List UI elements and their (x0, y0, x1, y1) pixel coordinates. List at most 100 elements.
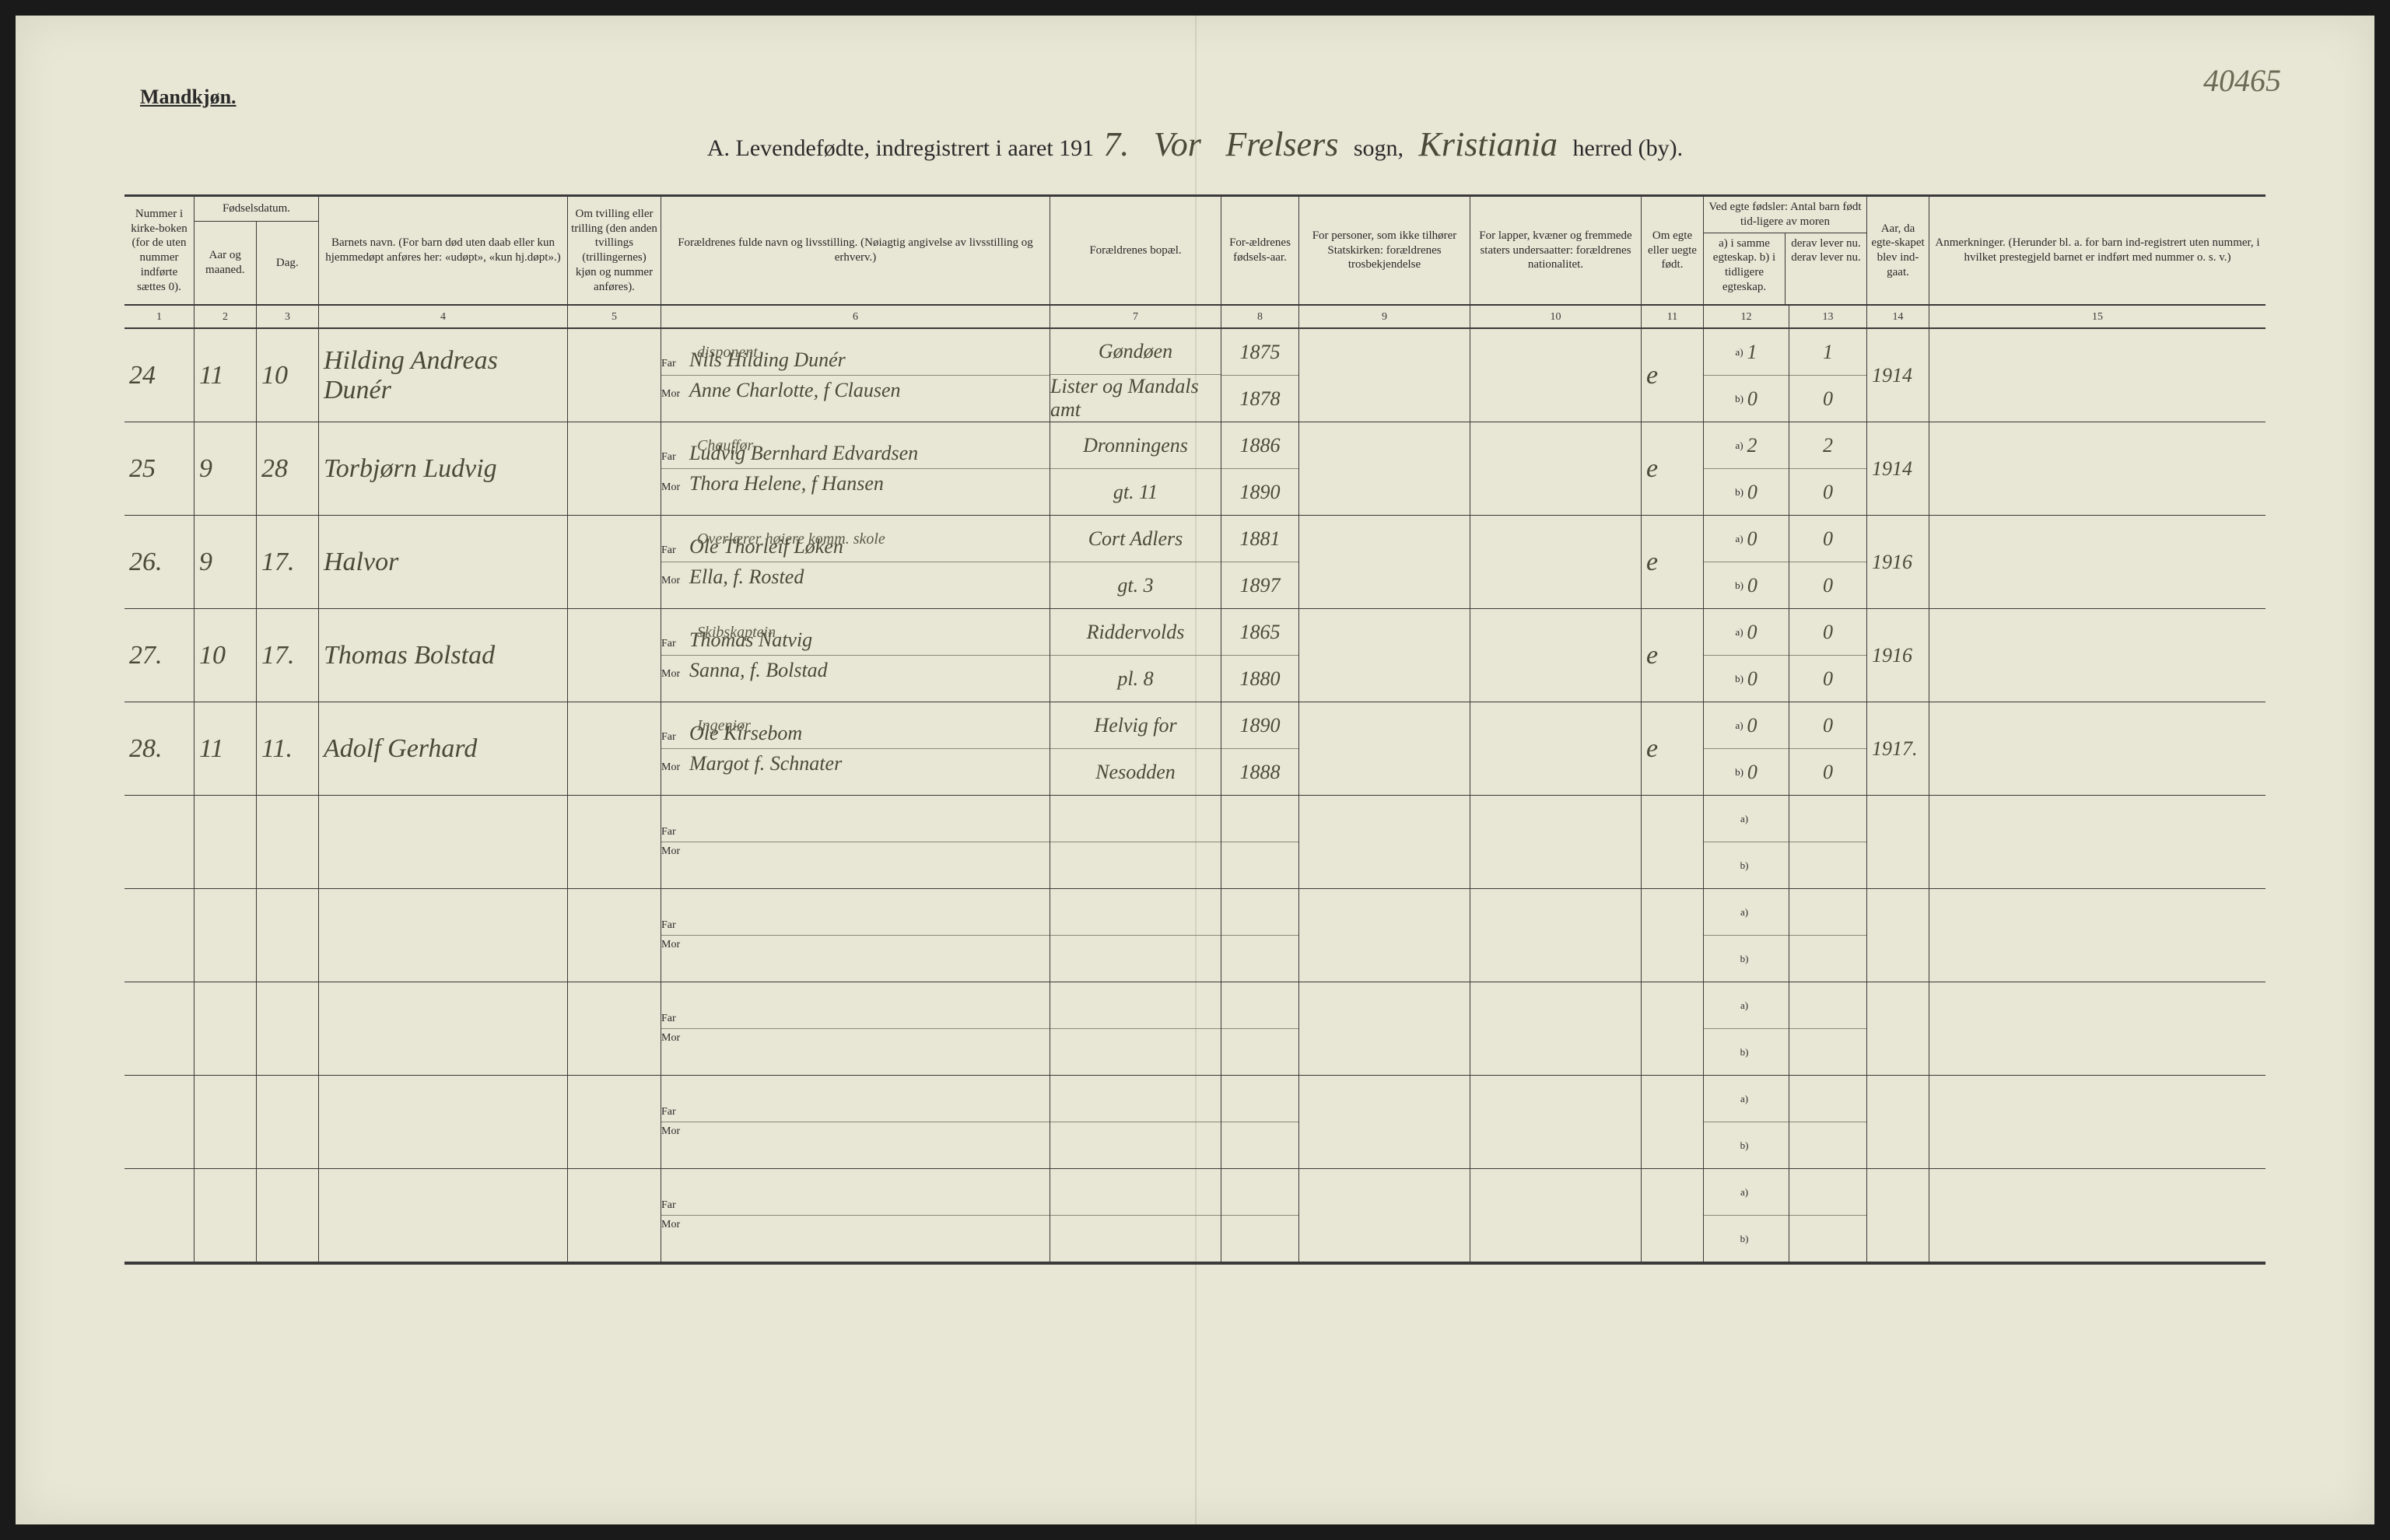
sogn-script-2: Frelsers (1216, 125, 1347, 163)
far-label: Far (661, 826, 689, 838)
table-row: Far Mor a) b) (124, 1169, 2266, 1262)
colnum-7: 7 (1050, 306, 1221, 327)
sogn-label: sogn, (1354, 135, 1404, 161)
twin-col (568, 422, 661, 515)
father-occupation: Skibskaptein (697, 624, 776, 642)
year-father: 1886 (1240, 434, 1281, 457)
header-col-2-3: Fødselsdatum. Aar og maaned. Dag. (194, 197, 319, 304)
c12a: 0 (1747, 527, 1757, 551)
c13b: 0 (1823, 481, 1833, 504)
twin-col (568, 1076, 661, 1168)
residence-far: Gøndøen (1099, 340, 1172, 363)
header-col-1: Nummer i kirke-boken (for de uten nummer… (124, 197, 194, 304)
mother-name: Thora Helene, f Hansen (689, 472, 884, 495)
colnum-3: 3 (257, 306, 319, 327)
label-a: a) (1735, 346, 1743, 359)
legitimate: e (1646, 734, 1698, 763)
label-b: b) (1740, 1139, 1749, 1152)
colnum-4: 4 (319, 306, 568, 327)
far-label: Far (661, 358, 689, 370)
marriage-year: 1916 (1872, 644, 1924, 667)
year-father: 1875 (1240, 341, 1281, 364)
birth-month: 11 (199, 361, 251, 390)
label-b: b) (1735, 673, 1743, 685)
colnum-13: 13 (1789, 306, 1867, 327)
colnum-11: 11 (1642, 306, 1704, 327)
mother-name: Ella, f. Rosted (689, 565, 804, 589)
remarks-col (1929, 889, 2266, 982)
residence-far: Cort Adlers (1088, 527, 1183, 551)
header-col-4: Barnets navn. (For barn død uten daab el… (319, 197, 568, 304)
far-label: Far (661, 638, 689, 650)
c12b: 0 (1747, 574, 1757, 597)
twin-col (568, 982, 661, 1075)
religion-col (1299, 422, 1470, 515)
father-occupation: Chauffør (697, 437, 753, 455)
year-father: 1890 (1240, 714, 1281, 737)
nationality-col (1470, 329, 1642, 422)
twin-col (568, 702, 661, 795)
child-name: Halvor (324, 548, 562, 576)
residence-far: Dronningens (1083, 434, 1188, 457)
year-mother: 1897 (1240, 574, 1281, 597)
remarks-col (1929, 422, 2266, 515)
mother-name: Sanna, f. Bolstad (689, 659, 828, 682)
child-name: Torbjørn Ludvig (324, 454, 562, 483)
twin-col (568, 329, 661, 422)
label-a: a) (1740, 1093, 1748, 1105)
birth-month: 11 (199, 734, 251, 763)
label-b: b) (1740, 859, 1749, 872)
colnum-2: 2 (194, 306, 257, 327)
label-b: b) (1735, 393, 1743, 405)
header-col-2: Aar og maaned. (194, 222, 257, 304)
c13b: 0 (1823, 387, 1833, 411)
remarks-col (1929, 702, 2266, 795)
remarks-col (1929, 516, 2266, 608)
table-row: 28. 11 11. Adolf Gerhard Ingeniør Far Ol… (124, 702, 2266, 796)
sogn-script-1: Vor (1144, 125, 1211, 163)
twin-col (568, 516, 661, 608)
legitimate: e (1646, 454, 1698, 483)
label-a: a) (1740, 999, 1748, 1012)
c13a: 2 (1823, 434, 1833, 457)
c12b: 0 (1747, 761, 1757, 784)
father-occupation: Overlærer høiere komm. skole (697, 530, 885, 548)
colnum-6: 6 (661, 306, 1050, 327)
twin-col (568, 889, 661, 982)
table-row: Far Mor a) b) (124, 982, 2266, 1076)
header-row: Nummer i kirke-boken (for de uten nummer… (124, 197, 2266, 306)
mor-label: Mor (661, 1219, 689, 1231)
nationality-col (1470, 1169, 1642, 1262)
c12a: 1 (1747, 341, 1757, 364)
title-row: A. Levendefødte, indregistrert i aaret 1… (16, 124, 2374, 164)
residence-mor: Lister og Mandals amt (1050, 375, 1221, 422)
header-12-13-top: Ved egte fødsler: Antal barn født tid-li… (1704, 197, 1866, 233)
table-row: 26. 9 17. Halvor Overlærer høiere komm. … (124, 516, 2266, 609)
label-a: a) (1735, 439, 1743, 452)
religion-col (1299, 889, 1470, 982)
header-col-10: For lapper, kvæner og fremmede staters u… (1470, 197, 1642, 304)
entry-number: 27. (129, 641, 189, 670)
table-row: 24 11 10 Hilding AndreasDunér disponent … (124, 329, 2266, 422)
colnum-15: 15 (1929, 306, 2266, 327)
header-col-6: Forældrenes fulde navn og livsstilling. … (661, 197, 1050, 304)
father-occupation: Ingeniør (697, 717, 751, 735)
twin-col (568, 796, 661, 888)
header-col-3: Dag. (257, 222, 319, 304)
residence-far: Helvig for (1094, 714, 1176, 737)
entry-number: 24 (129, 361, 189, 390)
mor-label: Mor (661, 939, 689, 951)
colnum-10: 10 (1470, 306, 1642, 327)
nationality-col (1470, 702, 1642, 795)
rows-container: 24 11 10 Hilding AndreasDunér disponent … (124, 329, 2266, 1262)
far-label: Far (661, 1199, 689, 1212)
residence-mor: gt. 3 (1117, 574, 1153, 597)
herred-label: herred (by). (1573, 135, 1684, 161)
year-mother: 1878 (1240, 387, 1281, 411)
religion-col (1299, 702, 1470, 795)
marriage-year: 1914 (1872, 457, 1924, 481)
colnum-row: 1 2 3 4 5 6 7 8 9 10 11 12 13 14 15 (124, 306, 2266, 329)
religion-col (1299, 329, 1470, 422)
header-col-11: Om egte eller uegte født. (1642, 197, 1704, 304)
mor-label: Mor (661, 1032, 689, 1045)
